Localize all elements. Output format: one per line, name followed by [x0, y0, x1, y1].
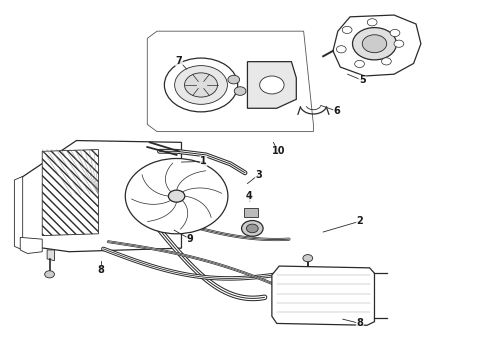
- Polygon shape: [333, 15, 421, 76]
- Polygon shape: [247, 62, 296, 108]
- Text: 10: 10: [271, 146, 285, 156]
- Circle shape: [242, 221, 263, 236]
- Circle shape: [362, 35, 387, 53]
- Text: 3: 3: [255, 170, 262, 180]
- Polygon shape: [14, 176, 23, 250]
- Circle shape: [260, 76, 284, 94]
- Circle shape: [394, 40, 404, 47]
- Text: 6: 6: [334, 106, 340, 116]
- Circle shape: [355, 60, 365, 68]
- Text: 9: 9: [187, 234, 194, 244]
- Circle shape: [45, 271, 54, 278]
- Polygon shape: [18, 140, 181, 252]
- Text: 7: 7: [175, 56, 182, 66]
- Circle shape: [169, 190, 185, 202]
- Circle shape: [125, 158, 228, 234]
- Text: 5: 5: [359, 75, 366, 85]
- Circle shape: [390, 30, 400, 37]
- Circle shape: [382, 58, 392, 65]
- Text: 8: 8: [98, 265, 104, 275]
- Polygon shape: [42, 149, 98, 235]
- Circle shape: [246, 224, 258, 233]
- Text: 4: 4: [245, 191, 252, 201]
- Text: 8: 8: [356, 319, 363, 328]
- Circle shape: [342, 26, 352, 33]
- Polygon shape: [47, 250, 54, 261]
- Circle shape: [164, 58, 238, 112]
- Text: 2: 2: [356, 216, 363, 226]
- Circle shape: [352, 28, 396, 60]
- Circle shape: [368, 19, 377, 26]
- Circle shape: [337, 46, 346, 53]
- Circle shape: [174, 66, 227, 104]
- Circle shape: [234, 87, 246, 95]
- Polygon shape: [272, 266, 374, 325]
- Circle shape: [185, 73, 218, 97]
- Circle shape: [228, 75, 240, 84]
- Text: 1: 1: [200, 156, 207, 166]
- Circle shape: [303, 255, 313, 262]
- Bar: [244, 208, 258, 217]
- Polygon shape: [20, 237, 42, 253]
